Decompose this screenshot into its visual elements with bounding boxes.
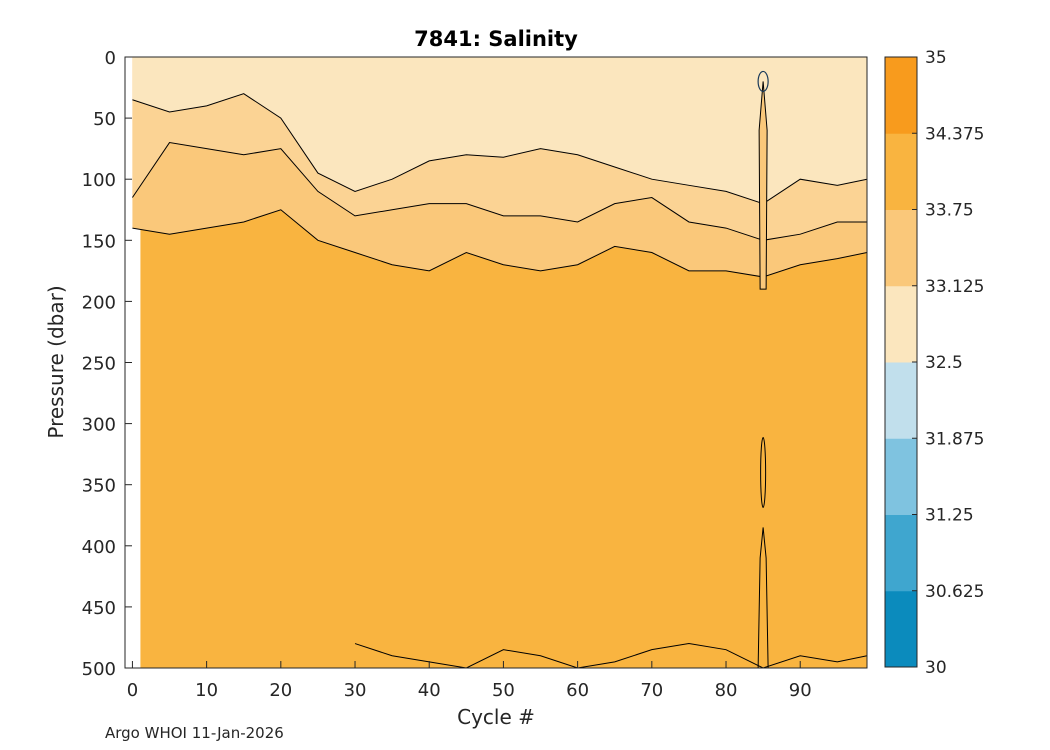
y-tick-label: 50 <box>93 109 116 130</box>
y-axis-title: Pressure (dbar) <box>44 285 68 438</box>
y-tick-label: 300 <box>82 415 116 436</box>
colorbar-tick-label: 35 <box>925 48 947 68</box>
anomaly-eddy <box>757 70 769 93</box>
y-tick-label: 0 <box>105 48 116 69</box>
contour-line-2 <box>132 141 867 241</box>
contour-line-3 <box>132 209 868 278</box>
x-tick-label: 20 <box>269 680 292 701</box>
y-tick-label: 350 <box>82 476 116 497</box>
colorbar: 30 30.625 31.25 31.875 32.5 33.125 33.75 34.375… <box>884 48 984 678</box>
anomaly-cycle-85 <box>758 81 768 290</box>
x-tick-label: 0 <box>127 680 138 701</box>
colorbar-tick-label: 30 <box>925 658 947 678</box>
x-tick-label: 80 <box>715 680 738 701</box>
colorbar-segment <box>885 57 917 134</box>
contour-line-1 <box>132 93 868 205</box>
colorbar-tick-label: 34.375 <box>925 124 984 144</box>
x-tick-label: 70 <box>640 680 663 701</box>
colorbar-segment <box>885 133 917 210</box>
x-tick-label: 40 <box>418 680 441 701</box>
y-axis: 0 50 100 150 200 250 300 350 400 450 500 <box>82 48 132 680</box>
colorbar-segment <box>885 590 917 668</box>
x-tick-label: 50 <box>492 680 515 701</box>
x-tick-label: 30 <box>344 680 367 701</box>
colorbar-tick-label: 31.25 <box>925 506 974 526</box>
colorbar-tick-label: 30.625 <box>925 582 984 602</box>
anomaly-deep-a <box>760 436 767 508</box>
y-tick-label: 500 <box>82 659 116 680</box>
y-tick-label: 150 <box>82 231 116 252</box>
x-tick-label: 10 <box>195 680 218 701</box>
x-axis-title: Cycle # <box>457 705 535 729</box>
y-tick-label: 100 <box>82 170 116 191</box>
y-tick-label: 400 <box>82 537 116 558</box>
colorbar-tick-label: 33.75 <box>925 201 974 221</box>
colorbar-segment <box>885 514 917 592</box>
colorbar-segment <box>885 438 917 515</box>
colorbar-segment <box>885 209 917 287</box>
y-tick-label: 450 <box>82 598 116 619</box>
colorbar-segment <box>885 362 917 439</box>
colorbar-tick-label: 33.125 <box>925 277 984 297</box>
band-32.5-33.125 <box>132 57 868 204</box>
y-tick-label: 250 <box>82 354 116 375</box>
plot-area <box>124 56 868 669</box>
x-tick-label: 60 <box>566 680 589 701</box>
colorbar-tick-label: 32.5 <box>925 353 963 373</box>
colorbar-tick-label: 31.875 <box>925 429 984 449</box>
colorbar-segment <box>885 285 917 363</box>
credit-text: Argo WHOI 11-Jan-2026 <box>105 724 284 742</box>
x-axis: 0 10 20 30 40 50 60 70 80 90 <box>127 661 812 701</box>
chart-title: 7841: Salinity <box>414 27 578 51</box>
x-tick-label: 90 <box>789 680 812 701</box>
y-tick-label: 200 <box>82 292 116 313</box>
contour-line-deep <box>354 643 868 669</box>
anomaly-deep-b <box>757 527 769 669</box>
